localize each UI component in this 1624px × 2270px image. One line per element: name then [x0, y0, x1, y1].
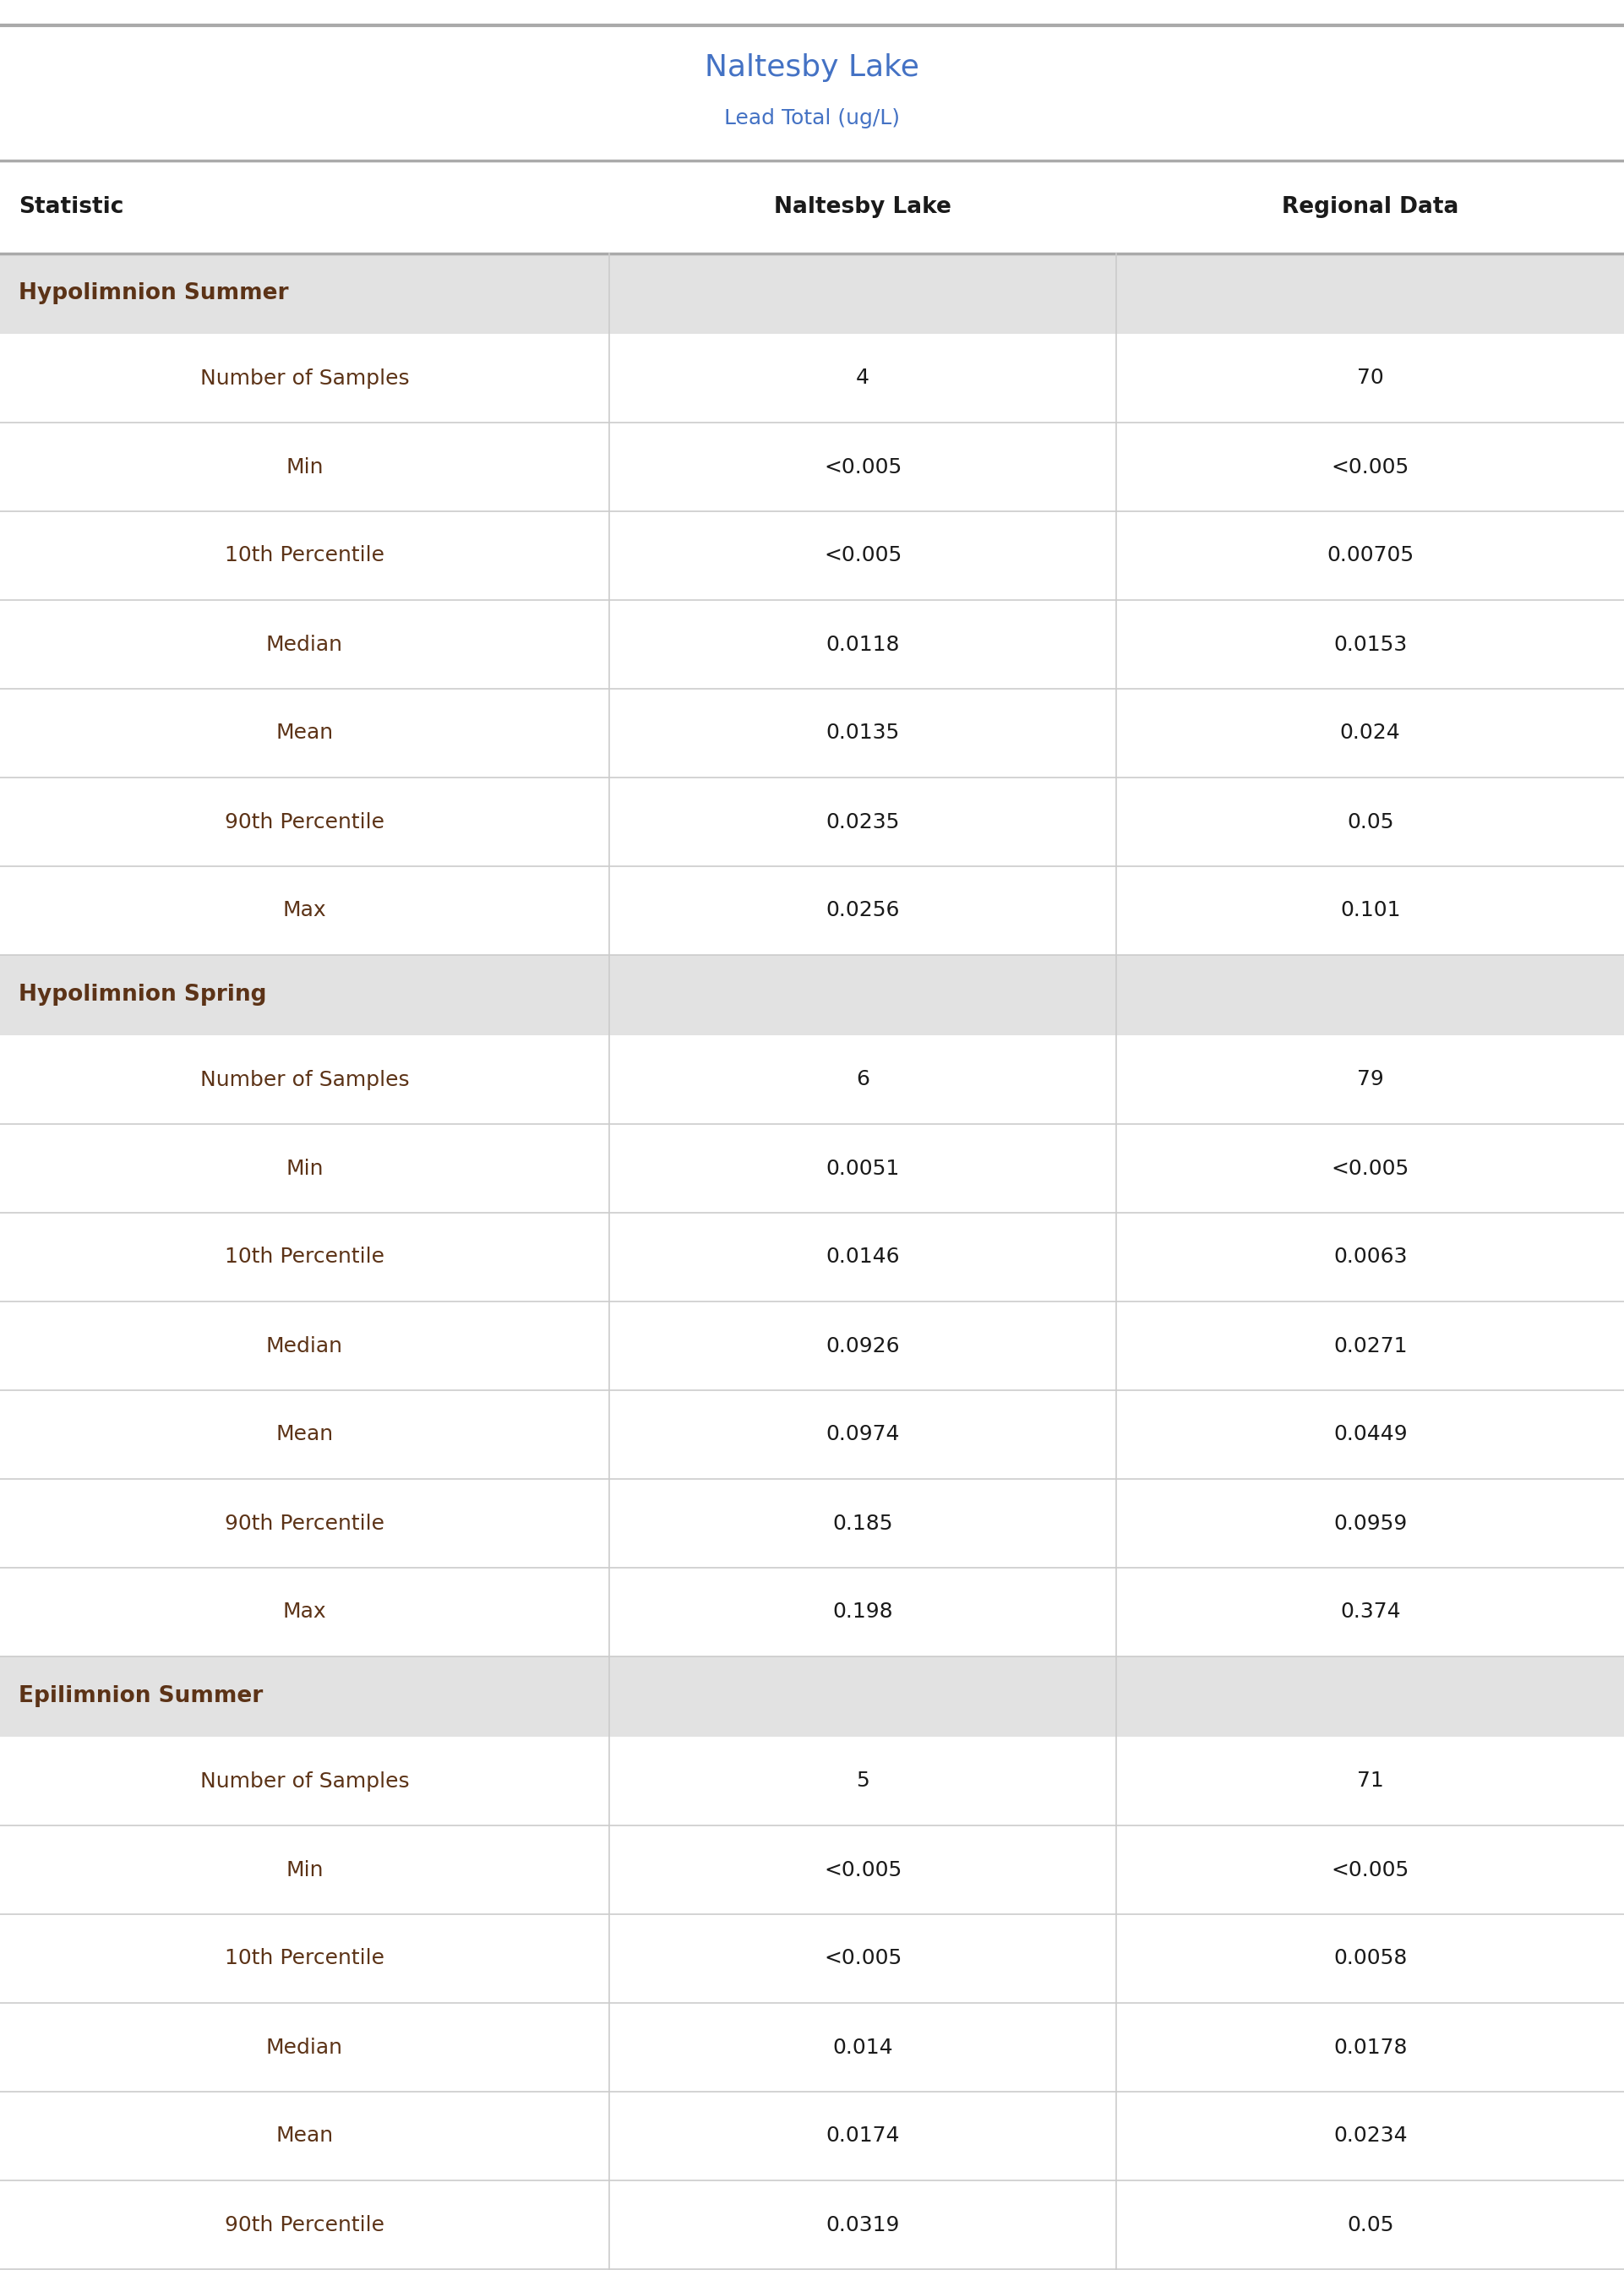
Text: 0.0063: 0.0063: [1333, 1246, 1408, 1267]
Text: <0.005: <0.005: [823, 1859, 901, 1880]
Text: 10th Percentile: 10th Percentile: [224, 1948, 385, 1968]
Text: <0.005: <0.005: [1332, 1859, 1410, 1880]
Text: 5: 5: [856, 1771, 869, 1791]
Text: Number of Samples: Number of Samples: [200, 1069, 409, 1090]
Text: 4: 4: [856, 368, 869, 388]
Text: Mean: Mean: [276, 2127, 333, 2145]
Text: Number of Samples: Number of Samples: [200, 368, 409, 388]
Text: 90th Percentile: 90th Percentile: [224, 813, 385, 833]
Text: Naltesby Lake: Naltesby Lake: [705, 52, 919, 82]
Text: Min: Min: [286, 456, 323, 477]
Text: Max: Max: [283, 1603, 326, 1623]
Text: 0.0959: 0.0959: [1333, 1514, 1406, 1535]
Text: 0.0058: 0.0058: [1333, 1948, 1406, 1968]
Text: Statistic: Statistic: [18, 195, 123, 218]
Text: Median: Median: [266, 2036, 343, 2057]
Text: 6: 6: [856, 1069, 869, 1090]
Text: 79: 79: [1356, 1069, 1384, 1090]
Text: Mean: Mean: [276, 724, 333, 742]
Text: 0.05: 0.05: [1346, 2216, 1393, 2236]
Text: <0.005: <0.005: [823, 545, 901, 565]
Text: 71: 71: [1356, 1771, 1384, 1791]
Text: 0.0256: 0.0256: [825, 901, 900, 922]
Text: 0.185: 0.185: [833, 1514, 893, 1535]
Text: 90th Percentile: 90th Percentile: [224, 1514, 385, 1535]
Text: 0.05: 0.05: [1346, 813, 1393, 833]
Text: 0.00705: 0.00705: [1327, 545, 1415, 565]
Text: 0.374: 0.374: [1340, 1603, 1400, 1623]
Text: 0.0449: 0.0449: [1333, 1426, 1408, 1444]
Text: 0.101: 0.101: [1340, 901, 1400, 922]
Text: 0.0135: 0.0135: [827, 724, 900, 742]
Text: 0.0271: 0.0271: [1333, 1335, 1408, 1355]
Text: <0.005: <0.005: [1332, 456, 1410, 477]
Bar: [0, 956, 1624, 1035]
Text: Naltesby Lake: Naltesby Lake: [775, 195, 952, 218]
Text: 0.0319: 0.0319: [827, 2216, 900, 2236]
Text: <0.005: <0.005: [823, 1948, 901, 1968]
Text: Min: Min: [286, 1158, 323, 1178]
Text: Min: Min: [286, 1859, 323, 1880]
Text: 0.0051: 0.0051: [827, 1158, 900, 1178]
Text: 0.0235: 0.0235: [827, 813, 900, 833]
Text: 0.0926: 0.0926: [825, 1335, 900, 1355]
Text: Lead Total (ug/L): Lead Total (ug/L): [724, 109, 900, 129]
Bar: [0, 254, 1624, 334]
Text: Max: Max: [283, 901, 326, 922]
Text: 70: 70: [1356, 368, 1384, 388]
Bar: [0, 1657, 1624, 1737]
Text: 10th Percentile: 10th Percentile: [224, 545, 385, 565]
Text: Number of Samples: Number of Samples: [200, 1771, 409, 1791]
Text: 0.0174: 0.0174: [825, 2127, 900, 2145]
Text: 0.0153: 0.0153: [1333, 633, 1406, 654]
Text: Median: Median: [266, 1335, 343, 1355]
Text: 0.0974: 0.0974: [825, 1426, 900, 1444]
Text: <0.005: <0.005: [1332, 1158, 1410, 1178]
Text: 10th Percentile: 10th Percentile: [224, 1246, 385, 1267]
Text: <0.005: <0.005: [823, 456, 901, 477]
Text: Hypolimnion Spring: Hypolimnion Spring: [18, 985, 266, 1006]
Text: 0.0146: 0.0146: [825, 1246, 900, 1267]
Text: Hypolimnion Summer: Hypolimnion Summer: [18, 284, 289, 304]
Text: 0.014: 0.014: [833, 2036, 893, 2057]
Text: 90th Percentile: 90th Percentile: [224, 2216, 385, 2236]
Text: 0.0178: 0.0178: [1333, 2036, 1408, 2057]
Text: 0.198: 0.198: [833, 1603, 893, 1623]
Text: 0.024: 0.024: [1340, 724, 1400, 742]
Text: Regional Data: Regional Data: [1281, 195, 1458, 218]
Text: 0.0118: 0.0118: [825, 633, 900, 654]
Text: Median: Median: [266, 633, 343, 654]
Text: Mean: Mean: [276, 1426, 333, 1444]
Text: 0.0234: 0.0234: [1333, 2127, 1408, 2145]
Text: Epilimnion Summer: Epilimnion Summer: [18, 1687, 263, 1707]
